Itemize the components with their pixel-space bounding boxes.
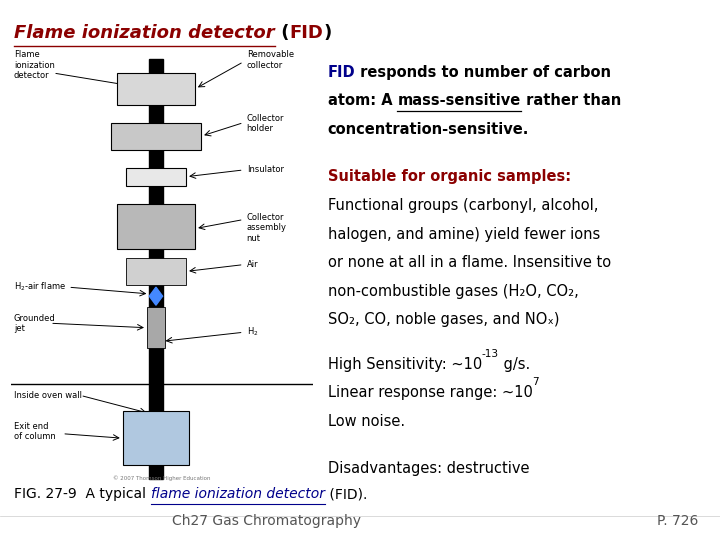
Text: (: (: [275, 24, 289, 42]
Text: Insulator: Insulator: [247, 165, 284, 174]
Text: halogen, and amine) yield fewer ions: halogen, and amine) yield fewer ions: [328, 226, 600, 241]
Bar: [117, 73, 195, 105]
Text: FID: FID: [289, 24, 323, 42]
Text: atom: A: atom: A: [328, 93, 397, 109]
Bar: [126, 258, 186, 285]
Text: H$_2$: H$_2$: [247, 326, 258, 339]
Text: or none at all in a flame. Insensitive to: or none at all in a flame. Insensitive t…: [328, 255, 611, 270]
Text: flame ionization detector: flame ionization detector: [150, 487, 325, 501]
Text: Removable
collector: Removable collector: [247, 50, 294, 70]
Text: Suitable for organic samples:: Suitable for organic samples:: [328, 169, 571, 184]
Text: Exit end
of column: Exit end of column: [14, 422, 55, 441]
Text: High Sensitivity: ~10: High Sensitivity: ~10: [328, 357, 482, 372]
Text: Inside oven wall: Inside oven wall: [14, 391, 82, 400]
Text: FID: FID: [328, 65, 355, 80]
Text: Collector
holder: Collector holder: [247, 113, 284, 133]
Text: concentration-sensitive.: concentration-sensitive.: [328, 122, 529, 137]
Text: Low noise.: Low noise.: [328, 414, 405, 429]
Bar: [122, 411, 189, 465]
Text: Disadvantages: destructive: Disadvantages: destructive: [328, 461, 529, 476]
Text: responds to number of carbon: responds to number of carbon: [355, 65, 611, 80]
Text: Grounded
jet: Grounded jet: [14, 314, 55, 333]
Text: Flame ionization detector: Flame ionization detector: [14, 24, 275, 42]
Text: Linear response range: ~10: Linear response range: ~10: [328, 386, 533, 400]
Bar: [117, 204, 195, 249]
Bar: [147, 307, 165, 348]
Polygon shape: [149, 287, 163, 305]
Text: non-combustible gases (H₂O, CO₂,: non-combustible gases (H₂O, CO₂,: [328, 284, 578, 299]
Bar: [126, 167, 186, 186]
Text: Ch27 Gas Chromatography: Ch27 Gas Chromatography: [172, 514, 361, 528]
Text: Air: Air: [247, 260, 258, 269]
Text: FIG. 27-9  A typical: FIG. 27-9 A typical: [14, 487, 150, 501]
Text: (FID).: (FID).: [325, 487, 367, 501]
Text: Collector
assembly
nut: Collector assembly nut: [247, 213, 287, 242]
Text: SO₂, CO, noble gases, and NOₓ): SO₂, CO, noble gases, and NOₓ): [328, 312, 559, 327]
Text: ): ): [323, 24, 332, 42]
Text: © 2007 Thomson Higher Education: © 2007 Thomson Higher Education: [113, 475, 211, 481]
Text: rather than: rather than: [521, 93, 621, 109]
Text: g/s.: g/s.: [499, 357, 530, 372]
Text: H$_2$-air flame: H$_2$-air flame: [14, 281, 66, 293]
Text: P. 726: P. 726: [657, 514, 698, 528]
Text: Functional groups (carbonyl, alcohol,: Functional groups (carbonyl, alcohol,: [328, 198, 598, 213]
Bar: [111, 123, 202, 150]
Text: Flame
ionization
detector: Flame ionization detector: [14, 50, 55, 80]
Text: mass-sensitive: mass-sensitive: [397, 93, 521, 109]
Text: -13: -13: [482, 349, 499, 359]
Text: 7: 7: [533, 377, 539, 387]
Bar: [149, 59, 163, 479]
